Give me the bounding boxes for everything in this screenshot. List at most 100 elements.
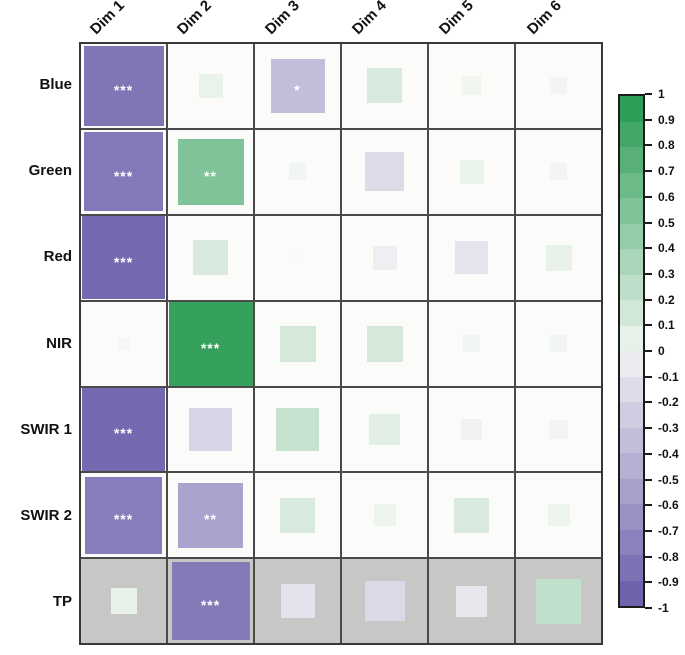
column-label: Dim 3 [261, 0, 303, 39]
legend-tick-mark [645, 607, 652, 609]
matrix-cell [342, 215, 427, 300]
legend-tick-label: 0.8 [658, 138, 675, 152]
column-label: Dim 5 [435, 0, 477, 39]
correlation-square: *** [171, 562, 250, 641]
correlation-square [289, 163, 306, 181]
matrix-cell [516, 129, 601, 214]
legend-color-band [620, 198, 643, 224]
matrix-cell: *** [81, 387, 166, 472]
correlation-square: *** [84, 132, 163, 212]
row-label: Blue [39, 76, 72, 93]
legend-tick-mark [645, 247, 652, 249]
correlation-square: *** [85, 476, 162, 554]
legend-tick-mark [645, 196, 652, 198]
legend-color-band [620, 325, 643, 351]
legend-tick-mark [645, 324, 652, 326]
matrix-cell [429, 559, 514, 643]
row-label: TP [52, 593, 72, 610]
correlation-square: ** [177, 138, 244, 205]
significance-stars: *** [113, 425, 134, 442]
correlation-square [372, 245, 397, 270]
legend-color-band [620, 147, 643, 173]
matrix-cell [516, 215, 601, 300]
legend-tick-mark [645, 427, 652, 429]
matrix-cell: ** [168, 129, 253, 214]
legend-tick-label: -0.4 [658, 447, 679, 461]
matrix-cell [255, 129, 340, 214]
matrix-cell [255, 559, 340, 643]
legend-tick-mark [645, 556, 652, 558]
correlation-square [549, 419, 568, 439]
matrix-cell [342, 387, 427, 472]
legend-color-band [620, 478, 643, 504]
legend-tick-mark [645, 453, 652, 455]
matrix-cell [429, 44, 514, 128]
significance-stars: *** [113, 253, 134, 270]
matrix-cell [342, 301, 427, 386]
matrix-cell: *** [81, 44, 166, 128]
row-label: NIR [46, 335, 72, 352]
legend-tick-label: 0.2 [658, 293, 675, 307]
significance-stars: *** [113, 511, 134, 528]
matrix-cell [429, 473, 514, 558]
legend-tick-label: 0.9 [658, 113, 675, 127]
legend-tick-mark [645, 401, 652, 403]
legend-tick-label: 0.7 [658, 164, 675, 178]
matrix-cell [255, 473, 340, 558]
correlation-square [110, 588, 137, 615]
legend-color-band [620, 529, 643, 555]
legend-color-band [620, 223, 643, 249]
legend-color-band [620, 274, 643, 300]
correlation-square [364, 581, 405, 622]
row-label: Red [43, 248, 72, 265]
matrix-cell [429, 301, 514, 386]
matrix-cell [168, 215, 253, 300]
correlation-square [455, 241, 488, 275]
legend-color-band [620, 427, 643, 453]
matrix-cell: *** [81, 473, 166, 558]
significance-stars: *** [113, 167, 134, 184]
correlation-square [276, 407, 319, 451]
correlation-square [117, 337, 130, 350]
color-legend-bar [618, 94, 645, 608]
legend-tick-mark [645, 119, 652, 121]
legend-tick-label: -0.9 [658, 575, 679, 589]
correlation-square [545, 244, 572, 271]
matrix-cell: *** [81, 129, 166, 214]
significance-stars: ** [204, 511, 217, 528]
matrix-cell: *** [81, 215, 166, 300]
legend-tick-mark [645, 222, 652, 224]
legend-tick-label: -0.7 [658, 524, 679, 538]
significance-stars: ** [204, 167, 217, 184]
legend-color-band [620, 453, 643, 479]
legend-color-band [620, 351, 643, 377]
legend-tick-label: -1 [658, 601, 669, 615]
matrix-cell [429, 129, 514, 214]
correlation-square: *** [82, 216, 165, 300]
correlation-square [462, 76, 481, 96]
correlation-square [463, 335, 480, 352]
correlation-square: ** [178, 482, 243, 548]
matrix-cell [168, 387, 253, 472]
legend-tick-mark [645, 504, 652, 506]
significance-stars: * [294, 81, 301, 98]
column-label: Dim 2 [173, 0, 215, 39]
legend-color-band [620, 249, 643, 275]
correlation-square [293, 253, 302, 263]
correlation-square [279, 325, 316, 362]
legend-tick-label: 1 [658, 87, 665, 101]
significance-stars: *** [113, 81, 134, 98]
row-label: SWIR 1 [20, 421, 72, 438]
legend-tick-mark [645, 93, 652, 95]
legend-tick-label: 0.1 [658, 318, 675, 332]
legend-tick-mark [645, 299, 652, 301]
matrix-cell [342, 44, 427, 128]
matrix-cell [255, 387, 340, 472]
correlation-square [461, 418, 482, 440]
matrix-cell [81, 559, 166, 643]
matrix-cell: *** [168, 559, 253, 643]
column-label: Dim 1 [86, 0, 128, 39]
correlation-square [198, 73, 223, 98]
legend-tick-label: -0.2 [658, 395, 679, 409]
matrix-cell [342, 129, 427, 214]
